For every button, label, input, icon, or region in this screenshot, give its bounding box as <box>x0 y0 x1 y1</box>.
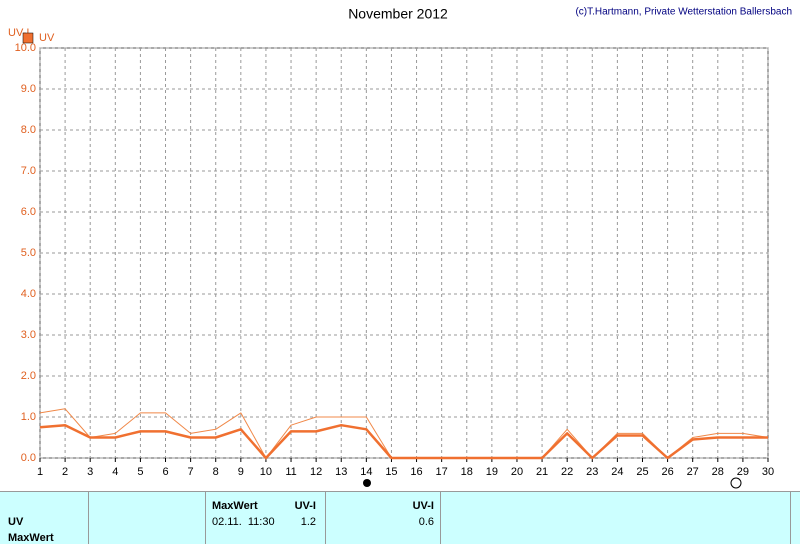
new-moon-icon <box>363 479 371 487</box>
y-tick-label: 3.0 <box>21 329 36 341</box>
row-label: MaxWert <box>8 532 54 544</box>
row-label: UV <box>8 516 24 528</box>
chart: November 2012 (c)T.Hartmann, Private Wet… <box>8 6 792 489</box>
x-tick-label: 26 <box>661 466 673 478</box>
x-tick-label: 1 <box>37 466 43 478</box>
x-tick-label: 14 <box>360 466 372 478</box>
x-tick-label: 23 <box>586 466 598 478</box>
legend-label: UV <box>39 32 55 44</box>
x-tick-label: 20 <box>511 466 523 478</box>
column-separator <box>88 492 89 544</box>
y-tick-label: 10.0 <box>15 42 36 54</box>
x-tick-label: 10 <box>260 466 272 478</box>
x-tick-label: 6 <box>162 466 168 478</box>
x-tick-label: 16 <box>410 466 422 478</box>
y-tick-label: 7.0 <box>21 165 36 177</box>
legend-swatch <box>22 32 34 44</box>
x-tick-label: 27 <box>687 466 699 478</box>
y-tick-label: 1.0 <box>21 411 36 423</box>
x-tick-label: 9 <box>238 466 244 478</box>
y-tick-label: 2.0 <box>21 370 36 382</box>
full-moon-icon <box>730 477 742 489</box>
x-tick-label: 8 <box>213 466 219 478</box>
column-header: UV-I <box>412 500 434 512</box>
x-tick-label: 29 <box>737 466 749 478</box>
cell: 1.2 <box>300 516 316 528</box>
x-tick-label: 18 <box>461 466 473 478</box>
x-tick-label: 15 <box>385 466 397 478</box>
x-tick-label: 12 <box>310 466 322 478</box>
credit: (c)T.Hartmann, Private Wetterstation Bal… <box>575 7 792 18</box>
column-separator <box>205 492 206 544</box>
y-tick-label: 0.0 <box>21 452 36 464</box>
y-tick-label: 4.0 <box>21 288 36 300</box>
data-line <box>39 423 768 460</box>
x-tick-label: 25 <box>636 466 648 478</box>
column-separator <box>440 492 441 544</box>
y-tick-label: 9.0 <box>21 83 36 95</box>
column-separator <box>325 492 326 544</box>
y-tick-label: 8.0 <box>21 124 36 136</box>
x-tick-label: 11 <box>285 466 296 478</box>
cell: 02.11. 11:30 <box>212 516 275 528</box>
column-header: UV-I <box>294 500 316 512</box>
x-tick-label: 7 <box>188 466 194 478</box>
chart-title: November 2012 <box>348 6 448 22</box>
x-tick-label: 4 <box>112 466 118 478</box>
x-tick-label: 5 <box>137 466 143 478</box>
x-tick-label: 21 <box>536 466 548 478</box>
column-header: MaxWert <box>212 500 258 512</box>
x-tick-label: 30 <box>762 466 774 478</box>
x-tick-label: 17 <box>436 466 448 478</box>
x-tick-label: 2 <box>62 466 68 478</box>
x-tick-label: 22 <box>561 466 573 478</box>
summary-table: UV MaxWert MaxWert UV-I 02.11. 11:30 1.2… <box>0 491 800 544</box>
y-tick-label: 5.0 <box>21 247 36 259</box>
x-tick-label: 19 <box>486 466 498 478</box>
cell: 0.6 <box>418 516 434 528</box>
y-tick-label: 6.0 <box>21 206 36 218</box>
x-tick-label: 3 <box>87 466 93 478</box>
x-tick-label: 24 <box>611 466 623 478</box>
column-separator <box>790 492 791 544</box>
x-tick-label: 13 <box>335 466 347 478</box>
x-tick-label: 28 <box>712 466 724 478</box>
